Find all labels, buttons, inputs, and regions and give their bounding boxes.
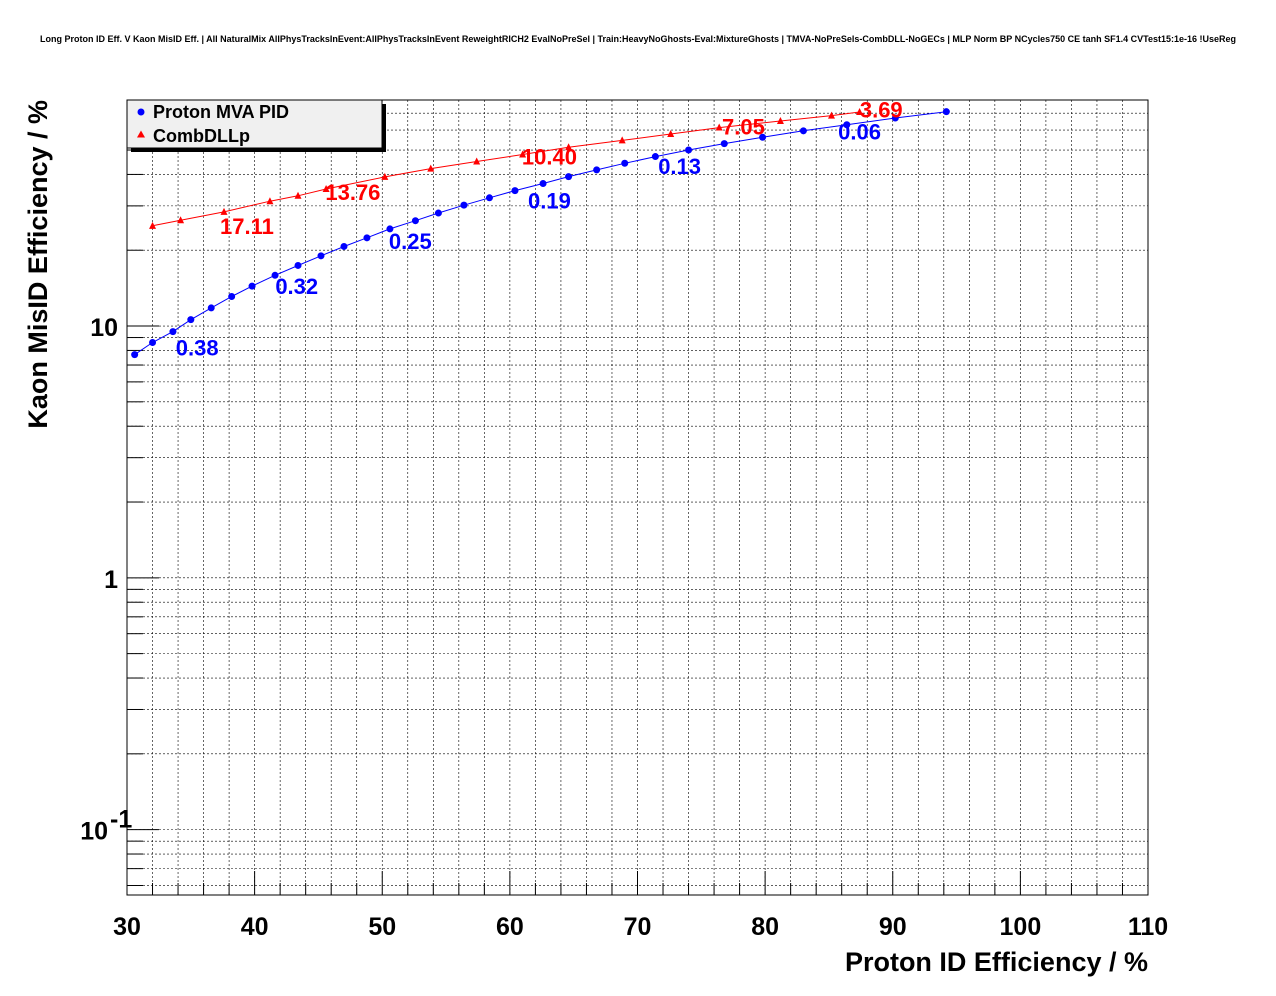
data-point-combdllp: [715, 123, 723, 131]
legend-box: [126, 99, 383, 149]
data-label: 0.06: [838, 119, 881, 144]
y-tick-label: 10: [90, 314, 118, 342]
data-point-proton-mva-pid: [799, 127, 807, 135]
y-tick-label: 1: [104, 566, 118, 594]
data-point-proton-mva-pid: [621, 159, 629, 167]
x-tick-label: 70: [624, 913, 652, 941]
axis-ticks: [126, 112, 1149, 895]
data-point-proton-mva-pid: [294, 261, 302, 269]
data-point-proton-mva-pid: [593, 166, 601, 174]
legend-marker-combdllp: [137, 130, 145, 138]
data-point-combdllp: [856, 107, 864, 115]
data-point-combdllp: [618, 136, 626, 144]
data-point-proton-mva-pid: [411, 217, 419, 225]
data-point-proton-mva-pid: [340, 242, 348, 250]
data-point-proton-mva-pid: [363, 234, 371, 242]
data-label: 0.25: [389, 229, 432, 254]
data-point-proton-mva-pid: [248, 282, 256, 290]
data-point-combdllp: [381, 172, 389, 180]
series-layer: [131, 107, 950, 359]
data-label: 10.40: [522, 145, 577, 170]
data-point-combdllp: [776, 116, 784, 124]
x-tick-labels: 30 40 50 60 70 80 90 100 110: [113, 913, 1168, 941]
data-point-combdllp: [427, 164, 435, 172]
data-point-proton-mva-pid: [149, 339, 157, 347]
data-point-combdllp: [827, 111, 835, 119]
data-point-combdllp: [667, 129, 675, 137]
data-label: 0.32: [275, 274, 318, 299]
data-label: 17.11: [220, 214, 274, 239]
data-label: 3.69: [860, 98, 903, 123]
data-point-proton-mva-pid: [434, 209, 442, 217]
legend-marker-proton-mva-pid: [137, 108, 145, 116]
data-point-proton-mva-pid: [511, 187, 519, 195]
data-point-proton-mva-pid: [685, 146, 693, 154]
data-point-proton-mva-pid: [759, 133, 767, 141]
data-label: 0.13: [658, 154, 701, 179]
x-tick-label: 40: [241, 913, 269, 941]
legend-label-proton-mva-pid: Proton MVA PID: [153, 102, 289, 122]
data-point-combdllp: [565, 143, 573, 151]
data-label: 0.19: [528, 189, 571, 214]
data-point-proton-mva-pid: [228, 292, 236, 300]
data-point-combdllp: [322, 185, 330, 193]
data-point-proton-mva-pid: [891, 114, 899, 122]
data-point-proton-mva-pid: [131, 351, 139, 359]
data-point-combdllp: [473, 157, 481, 165]
annotation-layer: 0.38 0.32 0.25 0.19 0.13 0.06 17.11 13.76 10.40 7…: [176, 98, 903, 361]
data-point-combdllp: [266, 197, 274, 205]
legend: Proton MVA PID CombDLLp: [126, 99, 386, 152]
data-point-proton-mva-pid: [651, 153, 659, 161]
data-point-proton-mva-pid: [460, 201, 468, 209]
data-point-proton-mva-pid: [187, 316, 195, 324]
legend-label-combdllp: CombDLLp: [153, 126, 250, 146]
x-tick-label: 100: [1000, 913, 1042, 941]
data-point-combdllp: [177, 216, 185, 224]
y-tick-label: 10: [80, 818, 108, 846]
data-point-combdllp: [220, 207, 228, 215]
data-point-proton-mva-pid: [539, 180, 547, 188]
grid: [127, 100, 1148, 895]
data-point-combdllp: [294, 191, 302, 199]
data-point-proton-mva-pid: [169, 328, 177, 336]
data-point-proton-mva-pid: [207, 304, 215, 312]
data-point-combdllp: [519, 150, 527, 158]
x-tick-label: 30: [113, 913, 141, 941]
x-tick-label: 90: [879, 913, 907, 941]
data-point-proton-mva-pid: [317, 252, 325, 260]
data-point-proton-mva-pid: [565, 173, 573, 181]
chart-title: Long Proton ID Eff. V Kaon MisID Eff. | …: [40, 34, 1236, 44]
y-tick-label-exponent: -1: [110, 806, 132, 834]
x-tick-label: 50: [368, 913, 396, 941]
x-tick-label: 80: [751, 913, 779, 941]
data-label: 0.38: [176, 336, 219, 361]
data-label: 7.05: [722, 114, 765, 139]
x-axis-title: Proton ID Efficiency / %: [845, 947, 1148, 977]
data-label: 13.76: [325, 180, 380, 205]
data-point-proton-mva-pid: [485, 194, 493, 202]
data-point-proton-mva-pid: [942, 108, 950, 116]
data-point-combdllp: [149, 221, 157, 229]
y-axis-title: Kaon MisID Efficiency / %: [23, 100, 53, 429]
data-point-proton-mva-pid: [271, 271, 279, 279]
series-line-proton-mva-pid: [134, 111, 947, 356]
x-tick-label: 60: [496, 913, 524, 941]
data-point-proton-mva-pid: [386, 225, 394, 233]
data-point-proton-mva-pid: [843, 121, 851, 129]
data-point-proton-mva-pid: [720, 140, 728, 148]
x-tick-label: 110: [1128, 913, 1168, 941]
